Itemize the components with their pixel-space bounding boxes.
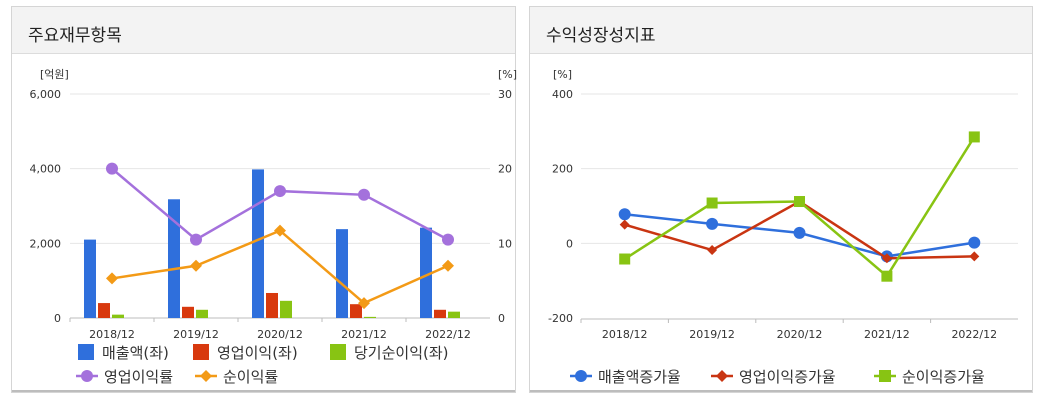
x-axis-tick-label: 2019/12 xyxy=(173,328,219,341)
legend-swatch xyxy=(193,344,209,360)
bar-net-income xyxy=(112,314,124,318)
right-axis-tick-label: 30 xyxy=(498,88,512,101)
x-axis-tick-label: 2020/12 xyxy=(777,328,823,341)
legend-marker xyxy=(716,370,728,382)
x-axis-tick-label: 2020/12 xyxy=(257,328,303,341)
bar-revenue xyxy=(336,229,348,318)
legend-label: 당기순이익(좌) xyxy=(354,344,449,362)
financial-items-title: 주요재무항목 xyxy=(28,26,122,46)
y-axis-tick-label: 400 xyxy=(552,88,573,101)
right-axis-tick-label: 0 xyxy=(498,312,505,325)
y-axis-unit: [%] xyxy=(553,68,572,81)
net-margin-point xyxy=(190,259,202,272)
financial-items-chart: 0 2,000 4,000 6,000 0 10 20 30 [억원] [%] 2018/12 201… xyxy=(30,68,518,386)
operating-profit-growth-point xyxy=(969,251,980,262)
net-income-growth-point xyxy=(619,253,631,265)
panel-bottom-border xyxy=(12,390,515,392)
bar-revenue xyxy=(168,199,180,318)
net-margin-point xyxy=(358,297,370,310)
operating-profit-growth-point xyxy=(881,253,892,264)
revenue-growth-point xyxy=(618,208,631,221)
bar-operating-profit xyxy=(266,292,278,318)
y-axis-tick-label: 0 xyxy=(566,237,573,250)
legend-label: 매출액(좌) xyxy=(102,344,169,362)
bar-net-income xyxy=(280,300,292,318)
right-axis-tick-label: 20 xyxy=(498,163,512,176)
bar-revenue xyxy=(84,239,96,318)
operating-margin-point xyxy=(274,185,286,198)
left-axis-tick-label: 2,000 xyxy=(30,237,62,250)
right-axis-unit: [%] xyxy=(498,68,517,81)
bar-net-income xyxy=(364,316,376,318)
x-axis-tick-label: 2022/12 xyxy=(425,328,471,341)
revenue-growth-point xyxy=(706,217,719,230)
operating-profit-growth-point xyxy=(707,245,718,256)
growth-indicators-title: 수익성장성지표 xyxy=(546,26,656,46)
net-income-growth-point xyxy=(968,131,980,143)
operating-margin-point xyxy=(358,188,370,201)
bar-net-income xyxy=(448,311,460,318)
bar-operating-profit xyxy=(434,309,446,318)
growth-indicators-chart: -200 0 200 400 [%] 2018/12 2019/12 2020/12 2021/… xyxy=(548,68,1018,386)
legend-label: 순이익증가율 xyxy=(902,368,985,386)
left-axis-tick-label: 6,000 xyxy=(30,88,62,101)
bar-operating-profit xyxy=(350,304,362,318)
legend-marker xyxy=(879,370,891,382)
left-axis-tick-label: 0 xyxy=(54,312,61,325)
bar-revenue xyxy=(420,227,432,318)
legend-label: 매출액증가율 xyxy=(598,368,681,386)
net-margin-point xyxy=(442,259,454,272)
bar-operating-profit xyxy=(182,306,194,318)
revenue-growth-point xyxy=(793,226,806,239)
legend-marker xyxy=(200,370,212,382)
revenue-growth-point xyxy=(968,236,981,249)
net-income-growth-point xyxy=(706,197,718,209)
x-axis-tick-label: 2018/12 xyxy=(602,328,648,341)
bar-revenue xyxy=(252,169,264,318)
growth-indicators-header: 수익성장성지표 xyxy=(530,7,1032,54)
right-axis-tick-label: 10 xyxy=(498,237,512,250)
net-margin-point xyxy=(274,224,286,237)
growth-indicators-panel: 수익성장성지표 -200 0 200 400 [%] 2018/12 2019/12 2020… xyxy=(529,6,1033,393)
y-axis-tick-label: -200 xyxy=(548,312,573,325)
legend-label: 영업이익률 xyxy=(104,368,173,386)
operating-profit-growth-point xyxy=(619,219,630,230)
legend-swatch xyxy=(330,344,346,360)
legend-label: 순이익률 xyxy=(223,368,278,386)
net-income-growth-point xyxy=(794,196,805,208)
bar-net-income xyxy=(196,309,208,318)
net-margin-line xyxy=(111,229,449,305)
y-axis-tick-label: 200 xyxy=(552,163,573,176)
x-axis-tick-label: 2021/12 xyxy=(864,328,910,341)
legend-swatch xyxy=(78,344,94,360)
x-axis-tick-label: 2019/12 xyxy=(689,328,735,341)
left-axis-tick-label: 4,000 xyxy=(30,163,62,176)
left-axis-unit: [억원] xyxy=(40,68,69,81)
legend-label: 영업이익(좌) xyxy=(217,344,298,362)
x-axis-tick-label: 2022/12 xyxy=(951,328,997,341)
net-income-growth-point xyxy=(881,270,893,282)
panel-bottom-border xyxy=(530,390,1032,392)
legend-label: 영업이익증가율 xyxy=(739,368,836,386)
bar-operating-profit xyxy=(98,303,110,318)
operating-margin-point xyxy=(442,233,454,246)
operating-margin-point xyxy=(190,233,202,246)
financial-items-panel: 주요재무항목 0 2,000 4,000 6,000 0 10 20 30 [억원] [%] 201… xyxy=(11,6,518,393)
legend-marker xyxy=(81,370,93,382)
x-axis-tick-label: 2018/12 xyxy=(89,328,135,341)
x-axis-tick-label: 2021/12 xyxy=(341,328,387,341)
operating-margin-point xyxy=(106,162,118,175)
legend-marker xyxy=(575,370,587,382)
net-margin-point xyxy=(106,272,118,285)
financial-items-header: 주요재무항목 xyxy=(12,7,515,54)
